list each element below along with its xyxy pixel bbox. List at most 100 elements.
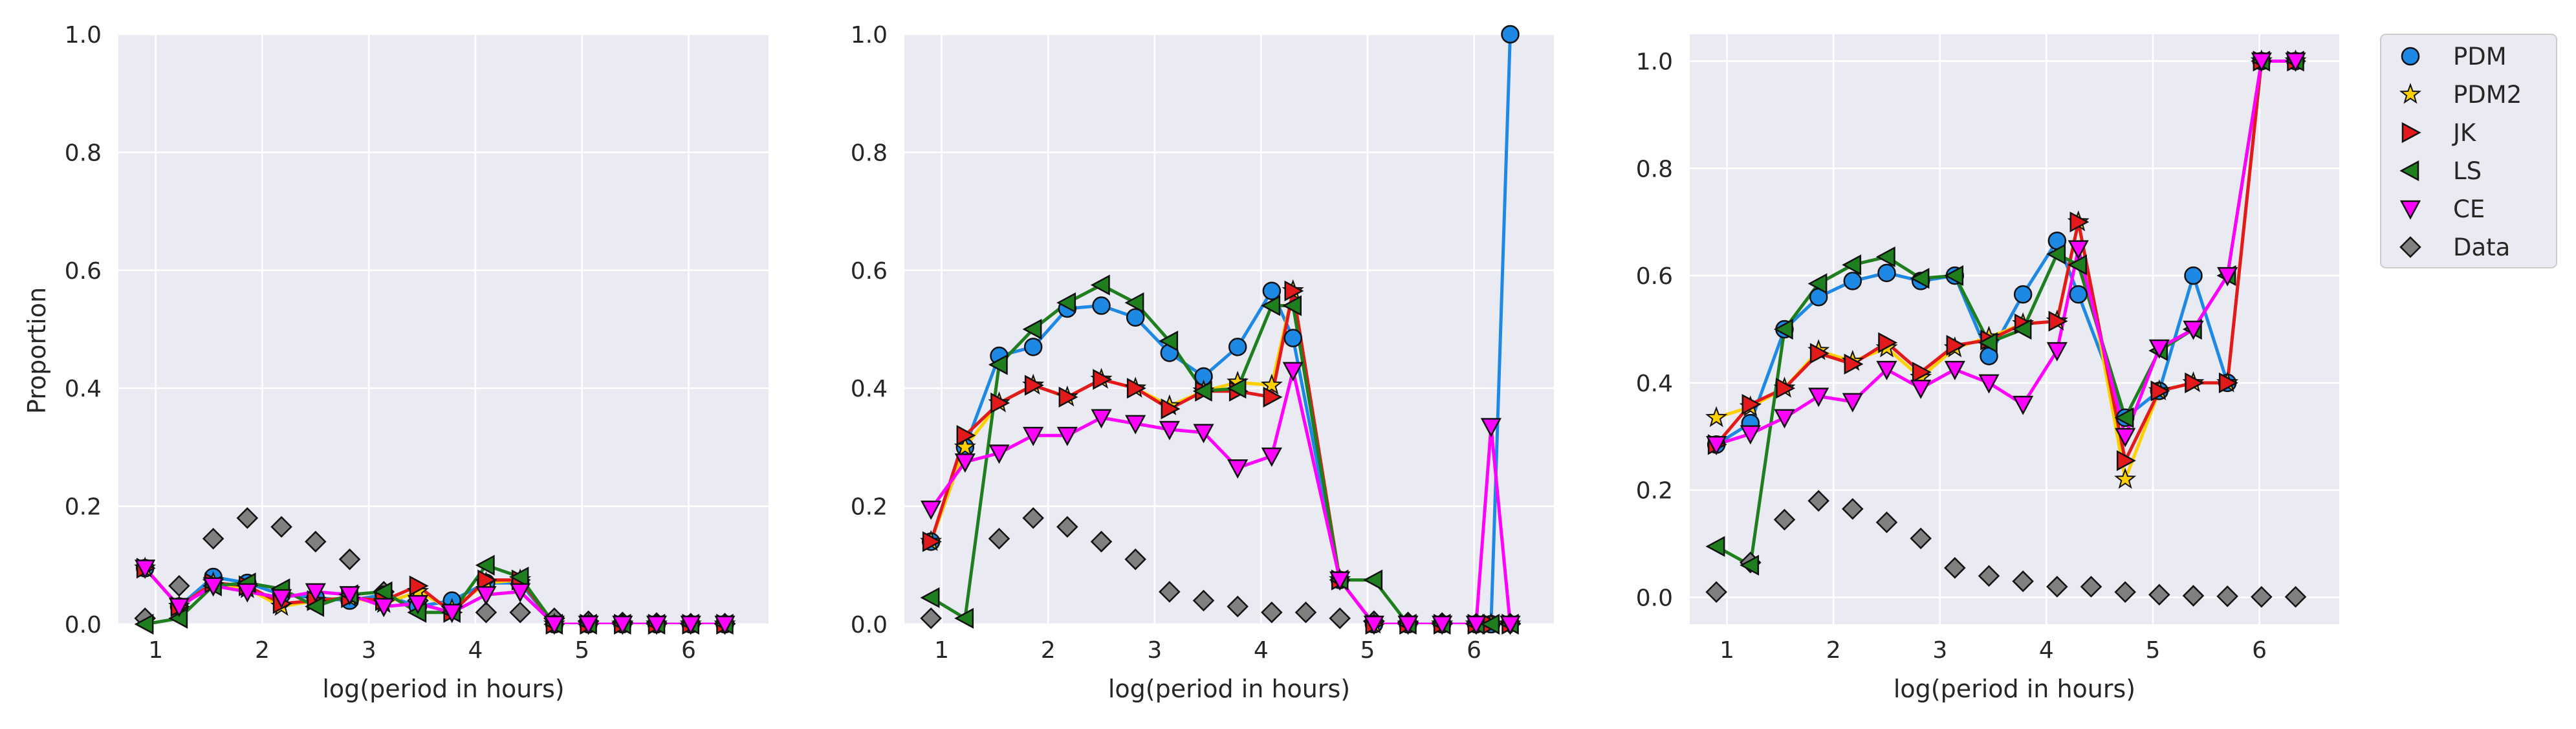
- y-tick-label: 0.2: [65, 494, 102, 521]
- point-ce: [1397, 615, 1419, 635]
- point-ce: [2148, 339, 2170, 359]
- point-jk: [1284, 280, 1304, 301]
- legend-label-jk: JK: [2452, 119, 2477, 147]
- point-pdm2: [1705, 406, 1728, 428]
- point-ls: [1978, 332, 1998, 353]
- point-ce: [1910, 379, 1932, 399]
- point-ls: [1807, 273, 1828, 294]
- x-tick-label: 5: [1360, 637, 1375, 664]
- point-ce: [1125, 415, 1146, 435]
- point-ce: [1159, 420, 1180, 441]
- point-ce: [135, 560, 156, 579]
- point-data: [1842, 497, 1864, 520]
- point-ls: [1944, 265, 1964, 287]
- point-ls: [1056, 292, 1076, 314]
- point-ce: [2251, 52, 2272, 72]
- point-ce: [1465, 615, 1487, 635]
- point-ls: [1124, 292, 1144, 314]
- point-ce: [407, 594, 429, 615]
- point-data: [1192, 589, 1215, 612]
- markers: [920, 25, 1522, 635]
- markers: [134, 507, 736, 635]
- legend-label-pdm2: PDM2: [2453, 81, 2522, 109]
- point-ce: [1842, 393, 1863, 413]
- point-jk: [2069, 212, 2090, 233]
- point-ls: [373, 581, 393, 602]
- y-axis-label: Proportion: [23, 287, 51, 414]
- point-jk: [2185, 372, 2205, 394]
- point-data: [2251, 585, 2273, 608]
- point-data: [1261, 601, 1283, 624]
- point-jk: [409, 575, 429, 596]
- panel-1: 1 2 3 4 5 6 0.0 0.2 0.4 0.6 0.8 1.0 log(period in ho…: [65, 22, 769, 703]
- point-data: [305, 530, 327, 553]
- point-pdm: [1092, 296, 1111, 315]
- point-data: [2216, 585, 2238, 607]
- y-tick-label: 0.4: [65, 376, 102, 402]
- y-tick-label: 1.0: [851, 22, 888, 49]
- legend-marker-jk: [2401, 122, 2421, 144]
- point-ce: [1193, 424, 1214, 444]
- legend-marker-ls: [2399, 160, 2419, 182]
- legend-marker-pdm: [2401, 47, 2420, 66]
- x-axis-label: log(period in hours): [322, 675, 564, 703]
- point-ls: [2068, 254, 2087, 276]
- y-tick-label: 0.0: [851, 612, 888, 638]
- point-pdm: [1283, 329, 1303, 347]
- point-jk: [922, 531, 942, 552]
- point-ce: [1808, 387, 1829, 408]
- point-ce: [168, 598, 190, 618]
- point-jk: [1161, 398, 1181, 420]
- legend-frame: [2380, 34, 2557, 268]
- point-ce: [988, 444, 1010, 464]
- point-data: [2080, 576, 2102, 598]
- point-ce: [1876, 360, 1897, 380]
- point-ls: [2114, 407, 2134, 428]
- point-ce: [1227, 459, 1249, 479]
- point-ls: [1842, 254, 1862, 276]
- point-pdm: [2184, 266, 2203, 285]
- point-pdm: [1843, 272, 1862, 290]
- point-data: [475, 601, 497, 624]
- x-tick-label: 5: [574, 637, 589, 664]
- point-ce: [612, 615, 633, 635]
- series-line-ce: [1714, 60, 2297, 446]
- point-jk: [2218, 372, 2238, 394]
- point-data: [2182, 585, 2205, 607]
- y-tick-label: 0.6: [851, 258, 888, 285]
- point-data: [338, 548, 361, 571]
- point-jk: [2048, 310, 2068, 332]
- point-ls: [1022, 318, 1042, 340]
- point-ce: [1774, 409, 1795, 429]
- point-jk: [1058, 386, 1078, 408]
- point-ce: [2217, 267, 2238, 287]
- point-ls: [988, 354, 1008, 375]
- panel-2: 1 2 3 4 5 6 0.0 0.2 0.4 0.6 0.8 1.0 log(period in ho…: [851, 22, 1554, 703]
- point-ls: [1480, 613, 1500, 635]
- point-ce: [680, 615, 701, 635]
- point-pdm2: [2114, 468, 2137, 489]
- point-jk: [477, 569, 497, 591]
- point-ce: [339, 586, 360, 606]
- point-ls: [1363, 569, 1383, 591]
- point-ce: [373, 598, 395, 618]
- x-tick-label: 6: [2252, 637, 2267, 664]
- point-ce: [1091, 409, 1112, 429]
- point-ls: [1773, 318, 1793, 340]
- x-tick-label: 3: [1932, 637, 1947, 664]
- point-pdm: [1126, 308, 1145, 327]
- point-ce: [1480, 418, 1501, 438]
- point-data: [236, 507, 259, 529]
- point-data: [1773, 508, 1796, 531]
- point-ce: [1978, 374, 2000, 394]
- point-data: [1227, 595, 1249, 618]
- panels: 1 2 3 4 5 6 0.0 0.2 0.4 0.6 0.8 1.0 log(period in ho…: [65, 22, 2339, 703]
- y-tick-label: 0.0: [1636, 585, 1673, 612]
- x-tick-label: 1: [1719, 637, 1734, 664]
- point-ls: [920, 587, 940, 609]
- point-ls: [305, 596, 325, 617]
- markers: [1705, 49, 2307, 608]
- point-ce: [2285, 52, 2306, 72]
- x-axis-label: log(period in hours): [1108, 675, 1350, 703]
